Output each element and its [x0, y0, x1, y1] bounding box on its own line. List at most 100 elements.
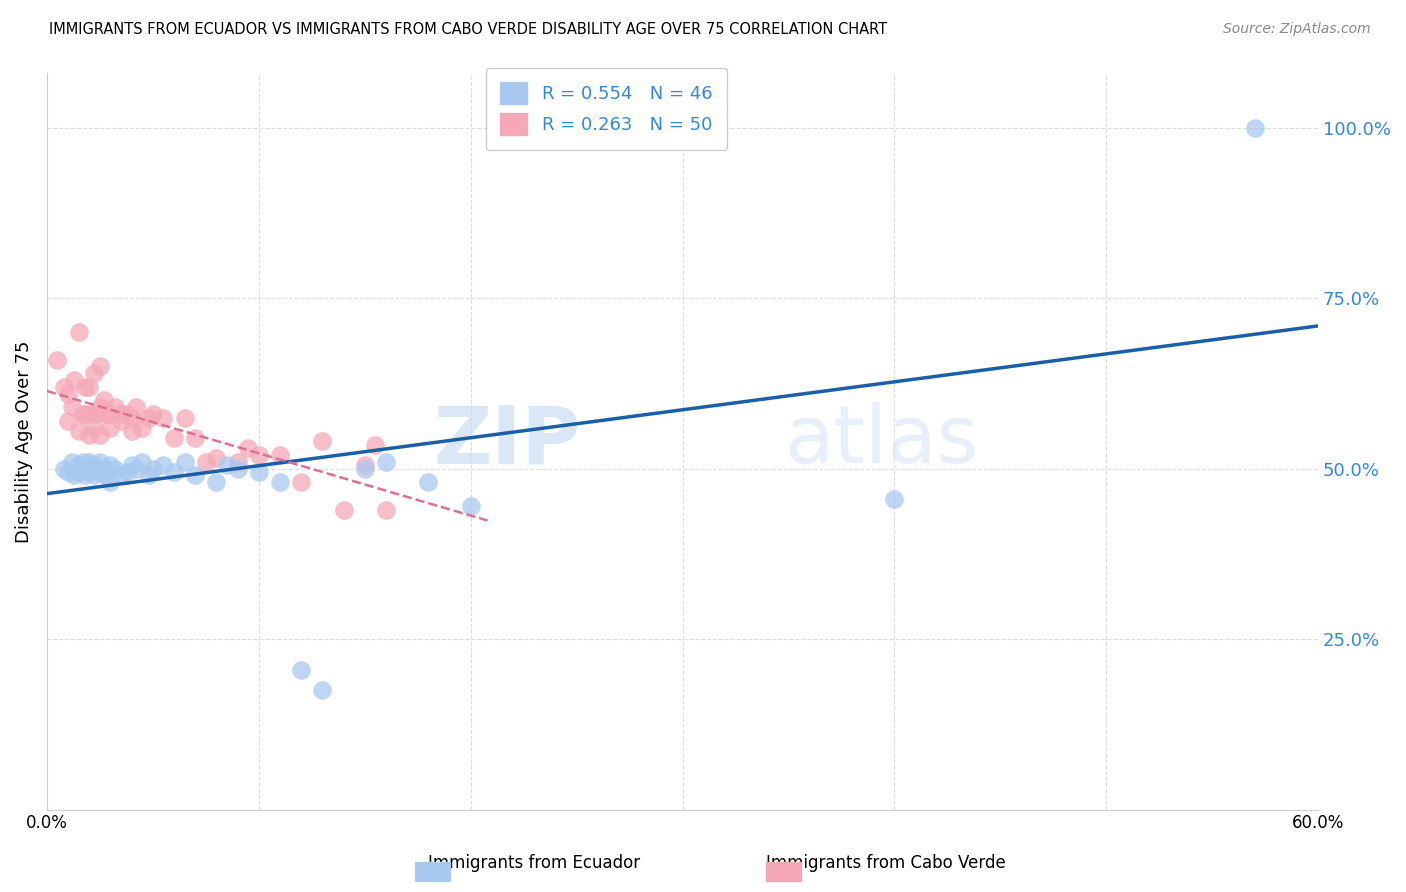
- Point: [194, 455, 217, 469]
- Point: [60, 455, 83, 469]
- Point: [52, 380, 75, 394]
- Y-axis label: Disability Age Over 75: Disability Age Over 75: [15, 340, 32, 542]
- Point: [121, 410, 143, 425]
- Point: [121, 458, 143, 473]
- Point: [69, 461, 91, 475]
- Point: [73, 380, 96, 394]
- Point: [72, 407, 94, 421]
- Point: [269, 448, 291, 462]
- Text: atlas: atlas: [785, 402, 979, 481]
- Point: [52, 461, 75, 475]
- Point: [93, 393, 115, 408]
- Point: [77, 407, 100, 421]
- Point: [77, 380, 100, 394]
- Point: [100, 458, 122, 473]
- Point: [84, 461, 107, 475]
- Point: [67, 326, 90, 340]
- Point: [311, 434, 333, 449]
- Point: [73, 461, 96, 475]
- Point: [83, 366, 105, 380]
- Point: [100, 407, 122, 421]
- Point: [96, 461, 118, 475]
- Point: [84, 407, 107, 421]
- Point: [173, 410, 195, 425]
- Point: [56, 386, 79, 401]
- Point: [67, 465, 90, 479]
- Point: [131, 421, 153, 435]
- Point: [163, 431, 186, 445]
- Point: [73, 468, 96, 483]
- Point: [117, 407, 139, 421]
- Point: [110, 414, 132, 428]
- Text: Source: ZipAtlas.com: Source: ZipAtlas.com: [1223, 22, 1371, 37]
- Point: [89, 359, 111, 374]
- Point: [104, 461, 127, 475]
- Point: [83, 421, 105, 435]
- Point: [290, 663, 312, 677]
- Point: [152, 458, 174, 473]
- Point: [131, 455, 153, 469]
- Point: [89, 401, 111, 415]
- Point: [152, 410, 174, 425]
- Point: [247, 465, 270, 479]
- Point: [96, 468, 118, 483]
- Point: [173, 455, 195, 469]
- Point: [77, 465, 100, 479]
- Point: [67, 458, 90, 473]
- Point: [56, 414, 79, 428]
- Point: [89, 427, 111, 442]
- Point: [247, 448, 270, 462]
- Point: [290, 475, 312, 490]
- Text: IMMIGRANTS FROM ECUADOR VS IMMIGRANTS FROM CABO VERDE DISABILITY AGE OVER 75 COR: IMMIGRANTS FROM ECUADOR VS IMMIGRANTS FR…: [49, 22, 887, 37]
- Point: [374, 455, 396, 469]
- Point: [67, 424, 90, 438]
- Point: [110, 407, 132, 421]
- Point: [100, 421, 122, 435]
- Point: [163, 465, 186, 479]
- Text: ZIP: ZIP: [433, 402, 581, 481]
- Point: [226, 455, 249, 469]
- Point: [89, 455, 111, 469]
- Point: [205, 475, 228, 490]
- Point: [215, 458, 238, 473]
- Point: [184, 431, 207, 445]
- Point: [142, 407, 165, 421]
- Point: [374, 502, 396, 516]
- Point: [46, 352, 69, 367]
- Point: [332, 502, 354, 516]
- Point: [883, 492, 905, 507]
- Text: Immigrants from Ecuador: Immigrants from Ecuador: [429, 855, 640, 872]
- Point: [89, 465, 111, 479]
- Point: [269, 475, 291, 490]
- Point: [184, 468, 207, 483]
- Point: [226, 461, 249, 475]
- Point: [63, 373, 86, 387]
- Point: [72, 455, 94, 469]
- Point: [77, 427, 100, 442]
- Point: [138, 468, 160, 483]
- Point: [73, 407, 96, 421]
- Point: [138, 410, 160, 425]
- Text: Immigrants from Cabo Verde: Immigrants from Cabo Verde: [766, 855, 1005, 872]
- Point: [117, 465, 139, 479]
- Point: [77, 455, 100, 469]
- Point: [60, 401, 83, 415]
- Point: [460, 499, 482, 513]
- Point: [125, 401, 148, 415]
- Legend: R = 0.554   N = 46, R = 0.263   N = 50: R = 0.554 N = 46, R = 0.263 N = 50: [485, 68, 727, 150]
- Point: [63, 468, 86, 483]
- Point: [364, 438, 387, 452]
- Point: [1243, 120, 1265, 135]
- Point: [56, 465, 79, 479]
- Point: [418, 475, 440, 490]
- Point: [83, 468, 105, 483]
- Point: [83, 458, 105, 473]
- Point: [142, 461, 165, 475]
- Point: [311, 683, 333, 698]
- Point: [353, 461, 375, 475]
- Point: [104, 401, 127, 415]
- Point: [121, 424, 143, 438]
- Point: [205, 451, 228, 466]
- Point: [100, 475, 122, 490]
- Point: [125, 461, 148, 475]
